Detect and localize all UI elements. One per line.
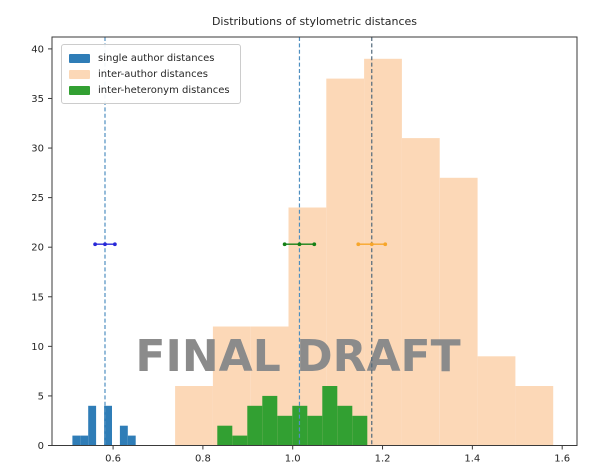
svg-text:1.6: 1.6 [554, 454, 570, 465]
svg-text:30: 30 [31, 144, 44, 155]
legend-label: single author distances [98, 52, 215, 64]
svg-text:5: 5 [38, 391, 44, 402]
axes-frame-and-ticks: 0.6 0.8 1.0 1.2 1.4 1.6 0 5 10 15 20 25 30 35 40 [31, 36, 578, 465]
svg-text:25: 25 [31, 193, 44, 204]
inter-heteronym-swatch-icon [69, 85, 90, 95]
legend-item-inter-heteronym: inter-heteronym distances [69, 82, 230, 98]
chart-title: Distributions of stylometric distances [211, 15, 418, 28]
legend-label: inter-heteronym distances [98, 84, 230, 96]
svg-text:10: 10 [31, 342, 44, 353]
svg-text:0: 0 [38, 441, 44, 452]
svg-text:1.4: 1.4 [464, 454, 480, 465]
svg-text:1.0: 1.0 [285, 454, 301, 465]
svg-text:0.6: 0.6 [105, 454, 121, 465]
histogram-bars [72, 58, 554, 446]
legend-item-inter-author: inter-author distances [69, 66, 230, 82]
legend: single author distances inter-author dis… [61, 44, 241, 104]
legend-item-single-author: single author distances [69, 50, 230, 66]
svg-text:40: 40 [31, 44, 44, 55]
svg-text:1.2: 1.2 [375, 454, 391, 465]
svg-text:35: 35 [31, 94, 44, 105]
legend-label: inter-author distances [98, 68, 208, 80]
svg-text:15: 15 [31, 292, 44, 303]
svg-text:20: 20 [31, 243, 44, 254]
inter-author-swatch-icon [69, 69, 90, 79]
watermark-text: FINAL DRAFT [135, 331, 460, 382]
svg-text:0.8: 0.8 [195, 454, 211, 465]
single-author-swatch-icon [69, 53, 90, 63]
mean-lines-and-errorbars [93, 37, 388, 446]
